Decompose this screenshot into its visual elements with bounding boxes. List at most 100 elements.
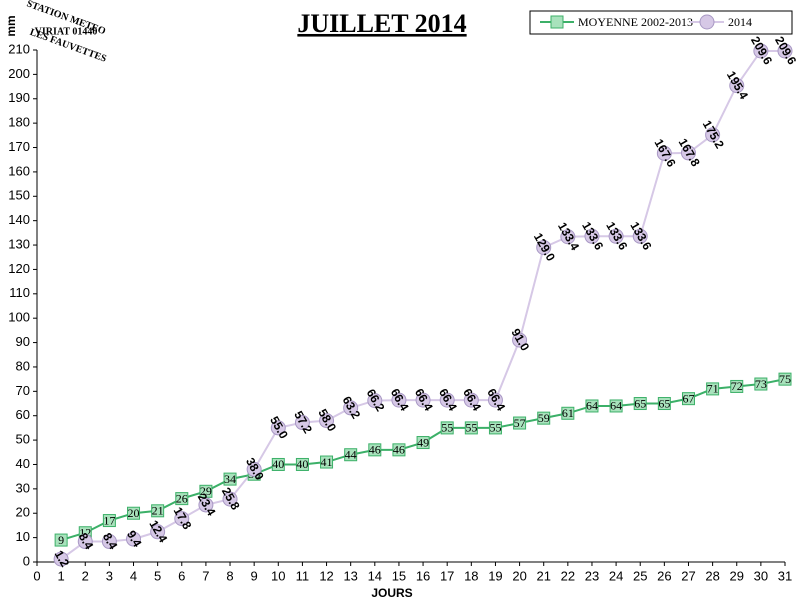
data-label: 1.2 xyxy=(52,548,73,570)
data-point xyxy=(246,461,262,477)
data-point xyxy=(126,531,142,547)
data-label: 12.4 xyxy=(146,518,170,546)
x-tick-label: 24 xyxy=(609,568,623,583)
data-label: 26 xyxy=(176,491,188,505)
x-tick-label: 7 xyxy=(202,568,209,583)
data-label: 17 xyxy=(103,513,115,527)
data-point xyxy=(754,377,768,391)
x-tick-label: 31 xyxy=(778,568,792,583)
data-label: 63.2 xyxy=(339,394,363,422)
data-label: 67 xyxy=(682,391,694,405)
data-label: 72 xyxy=(731,379,743,393)
y-tick-label: 180 xyxy=(8,115,30,130)
x-tick-label: 8 xyxy=(226,568,233,583)
y-tick-label: 160 xyxy=(8,163,30,178)
data-point xyxy=(344,448,358,462)
data-label: 40 xyxy=(296,457,308,471)
data-point xyxy=(633,397,647,411)
y-tick-label: 200 xyxy=(8,66,30,81)
data-label: 129.0 xyxy=(531,231,558,264)
data-point xyxy=(54,533,68,547)
data-point xyxy=(102,514,116,528)
data-point xyxy=(656,145,672,161)
data-point xyxy=(368,443,382,457)
chart-title: JUILLET 2014 xyxy=(297,9,466,38)
data-point xyxy=(391,392,407,408)
data-point xyxy=(222,491,238,507)
data-point xyxy=(392,443,406,457)
data-point xyxy=(608,228,624,244)
data-label: 9 xyxy=(58,533,64,547)
data-point xyxy=(705,127,721,143)
data-label: 57 xyxy=(514,416,526,430)
x-tick-label: 25 xyxy=(633,568,647,583)
data-point xyxy=(609,399,623,413)
data-label: 23.4 xyxy=(195,491,219,519)
data-label: 71 xyxy=(707,382,719,396)
y-tick-label: 80 xyxy=(16,358,30,373)
y-tick-label: 90 xyxy=(16,334,30,349)
y-tick-label: 40 xyxy=(16,456,30,471)
data-label: 175.2 xyxy=(700,118,727,151)
x-tick-label: 10 xyxy=(271,568,285,583)
x-tick-label: 21 xyxy=(536,568,550,583)
data-point xyxy=(439,392,455,408)
data-point xyxy=(585,399,599,413)
x-tick-label: 9 xyxy=(251,568,258,583)
data-point xyxy=(681,392,695,406)
data-label: 91.0 xyxy=(508,326,532,354)
data-point xyxy=(271,457,285,471)
data-label: 17.8 xyxy=(171,505,195,533)
data-point xyxy=(632,228,648,244)
y-tick-label: 60 xyxy=(16,407,30,422)
x-tick-label: 0 xyxy=(33,568,40,583)
y-tick-label: 210 xyxy=(8,41,30,56)
data-point xyxy=(512,332,528,348)
y-tick-label: 100 xyxy=(8,310,30,325)
data-point xyxy=(537,411,551,425)
data-label: 49 xyxy=(417,435,429,449)
x-tick-label: 12 xyxy=(319,568,333,583)
y-axis-label: mm xyxy=(4,15,18,36)
data-point xyxy=(319,413,335,429)
data-point xyxy=(729,78,745,94)
data-label: 59 xyxy=(538,411,550,425)
data-point xyxy=(753,43,769,59)
data-point xyxy=(101,534,117,550)
data-point xyxy=(127,506,141,520)
data-point xyxy=(777,43,793,59)
x-tick-label: 13 xyxy=(343,568,357,583)
x-tick-label: 1 xyxy=(58,568,65,583)
data-point xyxy=(174,511,190,527)
data-point xyxy=(415,392,431,408)
y-tick-label: 120 xyxy=(8,261,30,276)
data-label: 61 xyxy=(562,406,574,420)
y-tick-label: 190 xyxy=(8,90,30,105)
y-tick-label: 30 xyxy=(16,480,30,495)
legend-marker xyxy=(550,15,564,29)
data-label: 34 xyxy=(224,472,236,486)
data-point xyxy=(198,497,214,513)
data-label: 195.4 xyxy=(724,69,751,102)
data-point xyxy=(487,392,503,408)
logo-text: VIRIAT 01440 xyxy=(35,26,98,37)
data-point xyxy=(680,145,696,161)
x-tick-label: 23 xyxy=(585,568,599,583)
x-tick-label: 19 xyxy=(488,568,502,583)
y-tick-label: 150 xyxy=(8,188,30,203)
data-label: 57.2 xyxy=(291,409,315,437)
data-label: 40 xyxy=(272,457,284,471)
data-label: 46 xyxy=(369,443,381,457)
data-point xyxy=(730,379,744,393)
x-tick-label: 15 xyxy=(392,568,406,583)
data-point xyxy=(584,228,600,244)
y-tick-label: 10 xyxy=(16,529,30,544)
x-tick-label: 30 xyxy=(754,568,768,583)
data-label: 55.0 xyxy=(267,414,291,442)
x-tick-label: 20 xyxy=(512,568,526,583)
y-tick-label: 0 xyxy=(23,553,30,568)
data-point xyxy=(223,472,237,486)
data-point xyxy=(367,393,383,409)
data-point xyxy=(440,421,454,435)
data-point xyxy=(53,551,69,567)
